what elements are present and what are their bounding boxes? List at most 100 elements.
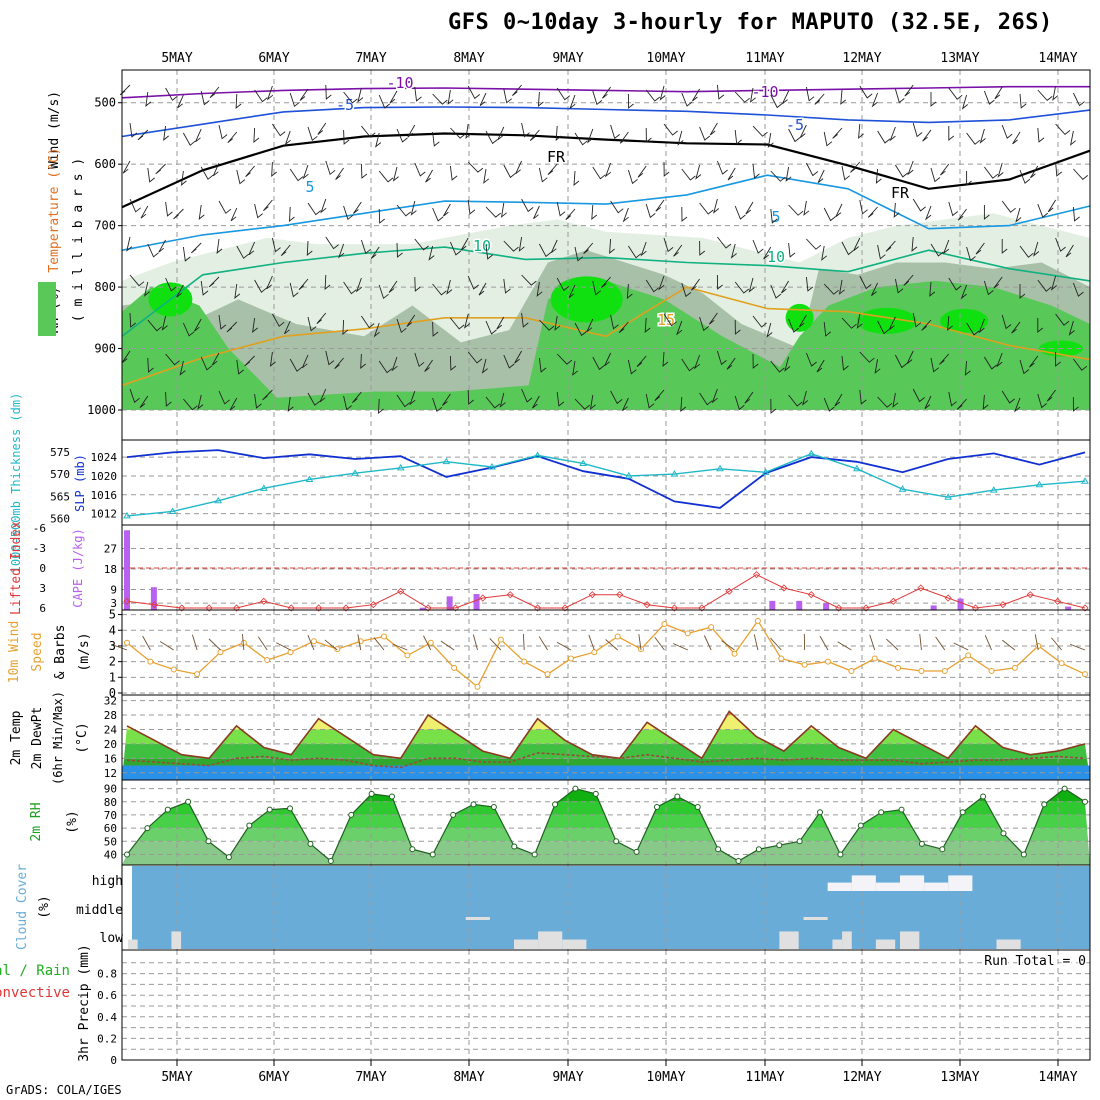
wind-barb xyxy=(370,246,380,259)
wind-barb xyxy=(343,281,357,295)
wind-barb xyxy=(1070,130,1076,146)
wind-barb xyxy=(680,396,687,412)
wind10m-barb xyxy=(208,638,221,651)
wind-barb xyxy=(289,206,295,222)
ylabel-wind: Wind (m/s) xyxy=(47,91,62,169)
wind-barb xyxy=(784,356,791,372)
wind-barb xyxy=(770,360,785,373)
wind-barb xyxy=(343,129,350,145)
wind-barb xyxy=(316,312,327,325)
wind-barb xyxy=(591,204,598,220)
wind-barb xyxy=(924,205,932,221)
wind-barb xyxy=(325,350,335,366)
wind-barb xyxy=(628,245,642,259)
wind-barb xyxy=(129,274,145,287)
wind-barb xyxy=(280,244,291,257)
contour-label: 5 xyxy=(771,208,780,226)
wind-barb xyxy=(1046,389,1056,402)
wind-barb xyxy=(450,317,465,330)
wind-barb xyxy=(770,398,777,414)
wind-speed-point xyxy=(451,664,458,671)
cape-bar xyxy=(473,594,480,610)
wind-barb xyxy=(147,357,154,373)
wind10m-barb xyxy=(440,640,455,651)
wind-tick-label: 2 xyxy=(109,655,116,669)
contour-label: 15 xyxy=(657,311,675,329)
wind-barb xyxy=(875,168,882,184)
wind-barb xyxy=(388,280,398,293)
wind-barb xyxy=(177,94,184,109)
cloud-cell-low xyxy=(832,939,843,949)
wind-barb xyxy=(176,284,184,298)
wind-barb xyxy=(681,358,695,372)
rh-tick-label: 70 xyxy=(104,809,117,822)
wind-barb xyxy=(708,312,718,325)
wind-barb xyxy=(781,280,789,294)
rh-point xyxy=(470,801,477,808)
ylabel-pressure-units: ( m i l l i b a r s ) xyxy=(71,158,86,322)
li-point xyxy=(369,601,377,609)
wind-barb xyxy=(195,128,202,143)
wind-speed-point xyxy=(918,668,925,675)
wind-barb xyxy=(254,393,262,409)
wind-barb xyxy=(447,89,454,105)
wind-barb xyxy=(272,123,286,137)
wind-barb xyxy=(663,161,670,177)
wind-barb xyxy=(503,278,511,294)
wind-barb xyxy=(877,244,886,260)
wind-barb xyxy=(236,245,249,259)
rh-point xyxy=(653,804,660,811)
wind-barb xyxy=(361,125,376,138)
wind10m-barb xyxy=(522,633,525,651)
wind-barb xyxy=(859,199,868,215)
wind-barb xyxy=(1055,237,1066,252)
wind-barb xyxy=(806,238,822,250)
thickness-point xyxy=(989,486,998,493)
run-total: Run Total = 0 xyxy=(984,954,1086,969)
rh-tick-label: 60 xyxy=(104,822,117,835)
rh-point xyxy=(1000,830,1007,837)
wind-barb xyxy=(550,239,558,254)
wind-barb xyxy=(547,163,558,175)
x-tick-label-top: 11MAY xyxy=(745,51,784,66)
wind-barb xyxy=(254,89,268,103)
cloud-cell-low xyxy=(514,939,539,949)
wind-barb xyxy=(892,392,899,408)
x-tick-label-top: 14MAY xyxy=(1038,51,1077,66)
wind-barb xyxy=(838,279,845,295)
wind-barb xyxy=(503,164,516,179)
rh-point xyxy=(144,825,151,832)
temp-band xyxy=(122,758,1090,766)
cloud-background xyxy=(132,866,1090,949)
wind-speed-point xyxy=(170,666,177,673)
wind-barb xyxy=(218,124,228,140)
wind-barb xyxy=(378,208,385,224)
rh-point xyxy=(388,793,395,800)
thickness-point xyxy=(716,464,724,472)
temp-tick-label: 16 xyxy=(104,752,117,765)
rh-band xyxy=(122,841,1090,865)
cape-tick-label: 3 xyxy=(110,597,117,610)
wind-barb xyxy=(662,351,669,367)
wind-barb xyxy=(912,198,926,212)
wind-barb xyxy=(610,314,619,330)
wind-speed-point xyxy=(217,649,224,656)
wind-barb xyxy=(1030,165,1039,179)
wind-speed-point xyxy=(965,652,972,659)
wind-speed-point xyxy=(334,646,341,653)
wind-speed-point xyxy=(801,661,808,668)
rh-fill-bright xyxy=(785,303,814,332)
wind-speed-point xyxy=(194,671,201,678)
li-point xyxy=(150,601,158,609)
wind-barb xyxy=(903,274,914,286)
thickness-tick-label: 560 xyxy=(50,513,70,526)
wind-barb xyxy=(147,319,163,332)
wind-barb xyxy=(325,160,336,176)
wind-barb xyxy=(840,89,847,105)
precip-tick-label: 0.8 xyxy=(97,968,117,981)
wind-barb xyxy=(1011,321,1021,334)
wind-barb xyxy=(942,239,950,255)
thickness-point xyxy=(898,485,907,492)
wind-barb xyxy=(1013,397,1021,413)
slp-tick-label: 1020 xyxy=(91,470,118,483)
